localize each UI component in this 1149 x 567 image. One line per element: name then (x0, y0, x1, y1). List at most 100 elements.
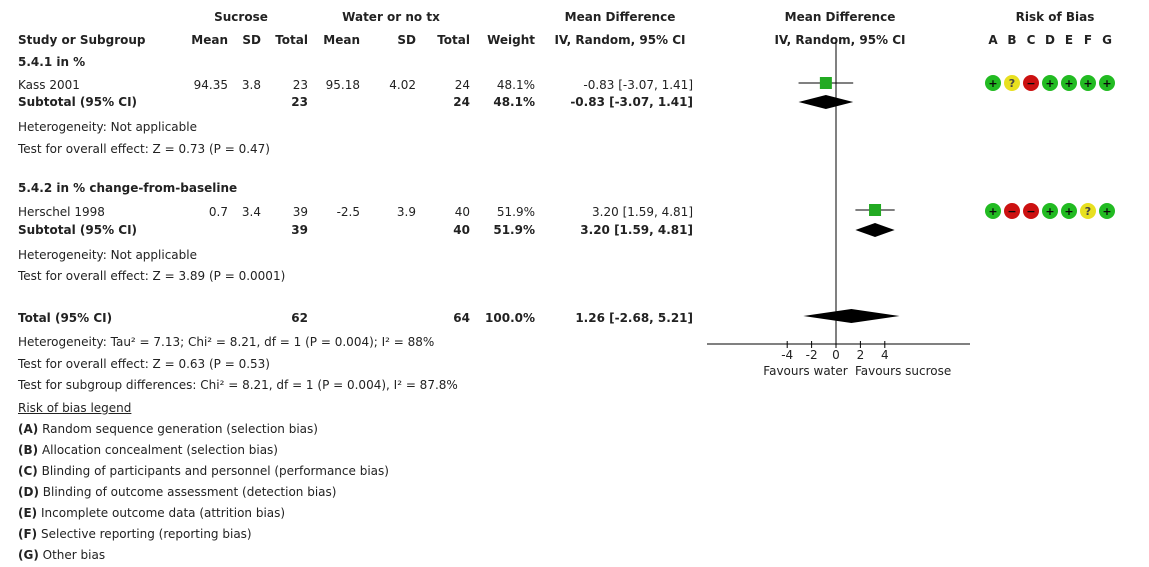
rob-symbol: − (1026, 205, 1035, 218)
subtotal-diamond (798, 95, 854, 109)
rob-letter: E (1064, 33, 1074, 47)
study-sd2: 4.02 (389, 78, 416, 92)
subtotal-total2: 24 (453, 95, 470, 109)
heterogeneity-text: Heterogeneity: Not applicable (18, 248, 197, 262)
sd1-header: SD (242, 33, 261, 47)
rob-legend-item: (C) Blinding of participants and personn… (18, 464, 389, 478)
favours-left-label: Favours water (763, 364, 847, 378)
weight-header: Weight (487, 33, 535, 47)
rob-green-dot (1061, 203, 1077, 219)
overall-effect-text: Test for overall effect: Z = 0.73 (P = 0… (18, 142, 270, 156)
study-total1: 23 (292, 78, 308, 92)
study-total2: 24 (454, 78, 470, 92)
group1-header: Sucrose (214, 10, 268, 24)
rob-legend-item: (A) Random sequence generation (selectio… (18, 422, 318, 436)
effect-subheader-right: IV, Random, 95% CI (774, 33, 906, 47)
rob-letter: B (1007, 33, 1017, 47)
rob-header: Risk of Bias (1015, 10, 1095, 24)
subtotal-total1: 23 (291, 95, 308, 109)
study-weight: 48.1% (496, 78, 535, 92)
rob-green-dot (1061, 75, 1077, 91)
study-ci: -0.83 [-3.07, 1.41] (583, 78, 693, 92)
x-tick-label: -2 (806, 348, 818, 362)
study-name: Herschel 1998 (18, 205, 105, 219)
rob-symbol: + (988, 77, 997, 90)
rob-letter: C (1026, 33, 1036, 47)
subgroup-title: 5.4.1 in % (18, 55, 86, 69)
group2-header: Water or no tx (342, 10, 440, 24)
study-name: Kass 2001 (18, 78, 80, 92)
study-effect-square (869, 204, 882, 216)
subgroup-title: 5.4.2 in % change-from-baseline (18, 181, 238, 195)
rob-red-dot (1023, 203, 1039, 219)
rob-symbol: + (1083, 77, 1092, 90)
rob-green-dot (1042, 75, 1058, 91)
subtotal-label: Subtotal (95% CI) (18, 95, 138, 109)
total2-header: Total (437, 33, 470, 47)
subtotal-weight: 51.9% (493, 223, 535, 237)
subtotal-total2: 40 (453, 223, 470, 237)
rob-symbol: ? (1009, 77, 1015, 90)
effect-header-right: Mean Difference (784, 10, 896, 24)
total1-header: Total (275, 33, 308, 47)
rob-symbol: − (1007, 205, 1016, 218)
rob-symbol: ? (1085, 205, 1091, 218)
rob-green-dot (1080, 75, 1096, 91)
rob-yellow-dot (1004, 75, 1020, 91)
rob-legend-item: (E) Incomplete outcome data (attrition b… (18, 506, 286, 520)
x-tick-label: 2 (857, 348, 865, 362)
rob-letter: G (1102, 33, 1112, 47)
effect-subheader-left: IV, Random, 95% CI (554, 33, 686, 47)
x-tick-label: -4 (781, 348, 793, 362)
subtotal-total1: 39 (291, 223, 308, 237)
favours-right-label: Favours sucrose (855, 364, 951, 378)
study-sd1: 3.8 (241, 78, 261, 92)
total-ci: 1.26 [-2.68, 5.21] (575, 311, 693, 325)
study-sd2: 3.9 (396, 205, 416, 219)
rob-red-dot (1023, 75, 1039, 91)
subtotal-diamond (855, 223, 895, 237)
subtotal-weight: 48.1% (493, 95, 535, 109)
overall-heterogeneity-text: Heterogeneity: Tau² = 7.13; Chi² = 8.21,… (18, 335, 435, 349)
rob-symbol: + (1102, 77, 1111, 90)
rob-symbol: + (1064, 77, 1073, 90)
total-diamond (803, 309, 900, 323)
rob-symbol: − (1026, 77, 1035, 90)
total-weight: 100.0% (485, 311, 535, 325)
study-mean1: 94.35 (193, 78, 228, 92)
subtotal-label: Subtotal (95% CI) (18, 223, 138, 237)
x-tick-label: 0 (832, 348, 840, 362)
heterogeneity-text: Heterogeneity: Not applicable (18, 120, 197, 134)
study-column-header: Study or Subgroup (18, 33, 146, 47)
rob-symbol: + (1045, 77, 1054, 90)
rob-symbol: + (1102, 205, 1111, 218)
study-mean1: 0.7 (208, 205, 228, 219)
study-ci: 3.20 [1.59, 4.81] (592, 205, 693, 219)
overall-effect-text: Test for overall effect: Z = 0.63 (P = 0… (18, 357, 270, 371)
rob-symbol: + (1045, 205, 1054, 218)
rob-letter: A (988, 33, 998, 47)
rob-legend-item: (B) Allocation concealment (selection bi… (18, 443, 278, 457)
rob-green-dot (985, 203, 1001, 219)
subtotal-ci: -0.83 [-3.07, 1.41] (570, 95, 693, 109)
rob-green-dot (1099, 75, 1115, 91)
sd2-header: SD (397, 33, 416, 47)
rob-yellow-dot (1080, 203, 1096, 219)
rob-red-dot (1004, 203, 1020, 219)
total-total1: 62 (291, 311, 308, 325)
rob-symbol: + (1064, 205, 1073, 218)
rob-legend-item: (G) Other bias (18, 548, 106, 562)
rob-legend-title: Risk of bias legend (18, 401, 132, 415)
study-sd1: 3.4 (241, 205, 261, 219)
rob-legend-item: (D) Blinding of outcome assessment (dete… (18, 485, 337, 499)
effect-header-left: Mean Difference (564, 10, 676, 24)
study-weight: 51.9% (496, 205, 535, 219)
rob-legend-item: (F) Selective reporting (reporting bias) (18, 527, 252, 541)
mean1-header: Mean (191, 33, 228, 47)
rob-green-dot (1042, 203, 1058, 219)
rob-green-dot (985, 75, 1001, 91)
subtotal-ci: 3.20 [1.59, 4.81] (580, 223, 693, 237)
study-effect-square (819, 77, 832, 89)
total-total2: 64 (453, 311, 470, 325)
